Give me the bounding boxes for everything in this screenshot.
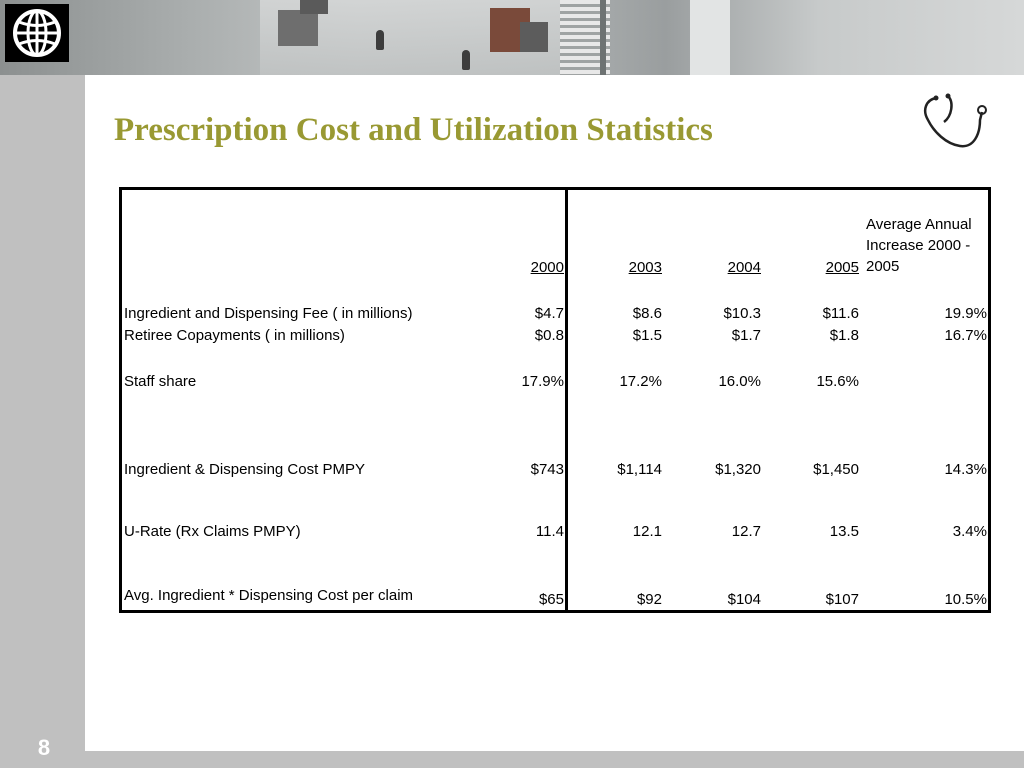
page-number: 8 <box>37 735 51 760</box>
table-cell: $1.7 <box>731 327 761 344</box>
table-cell: 12.7 <box>731 523 761 540</box>
left-sidebar-bar <box>0 75 85 768</box>
banner-person <box>376 30 384 50</box>
header-2005: 2005 <box>825 259 859 276</box>
row-label: Retiree Copayments ( in millions) <box>124 327 345 344</box>
table-cell: $1.8 <box>829 327 859 344</box>
stethoscope-icon <box>924 93 987 148</box>
table-cell: $1,320 <box>715 461 761 478</box>
row-label: Ingredient and Dispensing Fee ( in milli… <box>124 305 413 322</box>
stats-table <box>119 187 991 613</box>
table-cell: 13.5 <box>829 523 859 540</box>
banner-kiosk <box>520 22 548 52</box>
header-2000: 2000 <box>530 259 564 276</box>
table-cell: 16.0% <box>718 373 761 390</box>
table-cell: $1.5 <box>632 327 662 344</box>
row-label: U-Rate (Rx Claims PMPY) <box>124 523 301 540</box>
table-cell: $92 <box>636 591 662 608</box>
table-cell: $0.8 <box>534 327 564 344</box>
table-cell: 14.3% <box>944 461 987 478</box>
table-cell: $8.6 <box>632 305 662 322</box>
header-2003: 2003 <box>628 259 662 276</box>
table-cell: $4.7 <box>534 305 564 322</box>
row-label: Avg. Ingredient * Dispensing Cost per cl… <box>124 587 414 604</box>
slide-title: Prescription Cost and Utilization Statis… <box>114 112 713 148</box>
table-cell: 10.5% <box>944 591 987 608</box>
table-cell: 3.4% <box>952 523 987 540</box>
header-average-annual-increase: Average Annual Increase 2000 - 2005 <box>866 216 972 275</box>
table-cell: 16.7% <box>944 327 987 344</box>
table-cell: 19.9% <box>944 305 987 322</box>
row-label: Staff share <box>124 373 197 390</box>
banner-kiosk <box>278 10 318 46</box>
table-cell: $11.6 <box>822 305 859 322</box>
table-column-divider <box>565 187 568 613</box>
banner-person <box>462 50 470 70</box>
header-2004: 2004 <box>727 259 761 276</box>
table-cell: $1,114 <box>617 461 662 478</box>
table-cell: $65 <box>538 591 564 608</box>
banner-kiosk <box>300 0 328 14</box>
table-cell: $107 <box>825 591 859 608</box>
table-cell: 15.6% <box>816 373 859 390</box>
header-banner-photo <box>0 0 1024 75</box>
table-cell: 12.1 <box>632 523 662 540</box>
table-cell: $104 <box>727 591 761 608</box>
table-cell: $743 <box>530 461 564 478</box>
banner-rail <box>600 0 606 75</box>
world-bank-globe-icon <box>5 4 69 62</box>
table-cell: 11.4 <box>535 523 564 540</box>
table-cell: 17.2% <box>619 373 662 390</box>
row-label: Ingredient & Dispensing Cost PMPY <box>124 461 365 478</box>
bottom-strip <box>85 751 1024 768</box>
table-cell: 17.9% <box>521 373 564 390</box>
table-cell: $1,450 <box>813 461 859 478</box>
table-cell: $10.3 <box>723 305 761 322</box>
banner-wall <box>690 0 730 75</box>
